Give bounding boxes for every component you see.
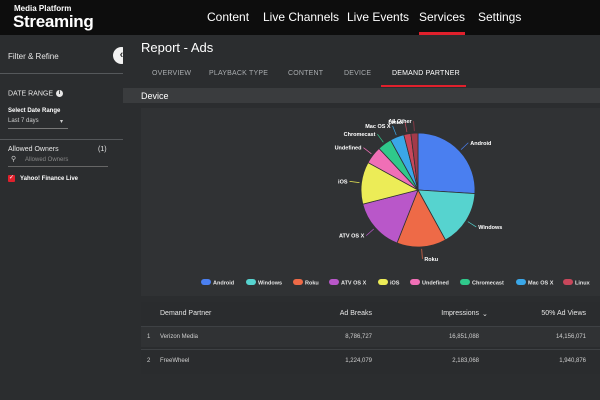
owners-search-input[interactable]: Allowed Owners [25, 157, 69, 163]
row-partner: FreeWheel [160, 358, 190, 364]
chevron-down-icon[interactable]: ▾ [60, 119, 64, 125]
row-50-ad-views: 1,940,876 [559, 358, 586, 364]
nav-content[interactable]: Content [207, 10, 250, 24]
row-index: 2 [147, 358, 151, 364]
brand-subtitle: Media Platform [14, 4, 72, 13]
row-index: 1 [147, 334, 151, 340]
active-tab-indicator [381, 85, 466, 87]
column-header-demand-partner[interactable]: Demand Partner [160, 310, 212, 317]
table-row[interactable] [141, 351, 600, 371]
nav-live-channels[interactable]: Live Channels [263, 10, 340, 24]
tab-content[interactable]: CONTENT [288, 70, 324, 77]
allowed-owners-count: (1) [98, 146, 107, 153]
allowed-owners-label: Allowed Owners [8, 146, 59, 153]
column-header-ad-breaks[interactable]: Ad Breaks [339, 310, 372, 317]
row-impressions: 16,851,088 [448, 334, 479, 340]
dropdown-underline [8, 128, 68, 129]
date-range-label: DATE RANGE i [8, 90, 63, 97]
nav-settings[interactable]: Settings [478, 10, 522, 24]
device-chart-panel [141, 108, 600, 296]
tab-demand-partner[interactable]: DEMAND PARTNER [392, 70, 460, 77]
filter-title: Filter & Refine [8, 52, 59, 61]
table-header-divider [141, 326, 600, 327]
owner-checkbox[interactable]: ✓ [8, 175, 15, 182]
section-title: Device [141, 91, 169, 101]
row-impressions: 2,183,068 [452, 358, 479, 364]
column-header-50-ad-views[interactable]: 50% Ad Views [541, 310, 586, 317]
tab-overview[interactable]: OVERVIEW [152, 70, 192, 77]
table-row[interactable] [141, 327, 600, 347]
row-partner: Verizon Media [160, 334, 199, 340]
row-divider [141, 349, 600, 350]
tab-playback-type[interactable]: PLAYBACK TYPE [209, 70, 269, 77]
sidebar-divider [0, 73, 123, 74]
row-ad-breaks: 1,224,079 [345, 358, 372, 364]
select-date-range-label: Select Date Range [8, 108, 61, 114]
search-icon: ⚲ [11, 156, 17, 163]
date-range-dropdown[interactable]: Last 7 days [8, 118, 39, 124]
owner-item-label: Yahoo! Finance Live [20, 176, 79, 182]
page-title: Report - Ads [141, 40, 214, 55]
top-navigation-bar: Media Platform Streaming Content Live Ch… [0, 0, 600, 35]
search-underline [8, 166, 108, 167]
sort-chevron-down-icon[interactable]: ⌄ [482, 311, 488, 318]
nav-services[interactable]: Services [419, 0, 466, 35]
row-50-ad-views: 14,156,071 [555, 334, 586, 340]
info-icon[interactable]: i [56, 90, 63, 97]
column-header-impressions[interactable]: Impressions [441, 310, 479, 317]
nav-live-events[interactable]: Live Events [347, 10, 410, 24]
tab-device[interactable]: DEVICE [344, 70, 372, 77]
row-ad-breaks: 8,786,727 [345, 334, 372, 340]
sidebar-divider [0, 139, 123, 140]
section-header [123, 88, 600, 103]
brand-title: Streaming [13, 12, 94, 31]
